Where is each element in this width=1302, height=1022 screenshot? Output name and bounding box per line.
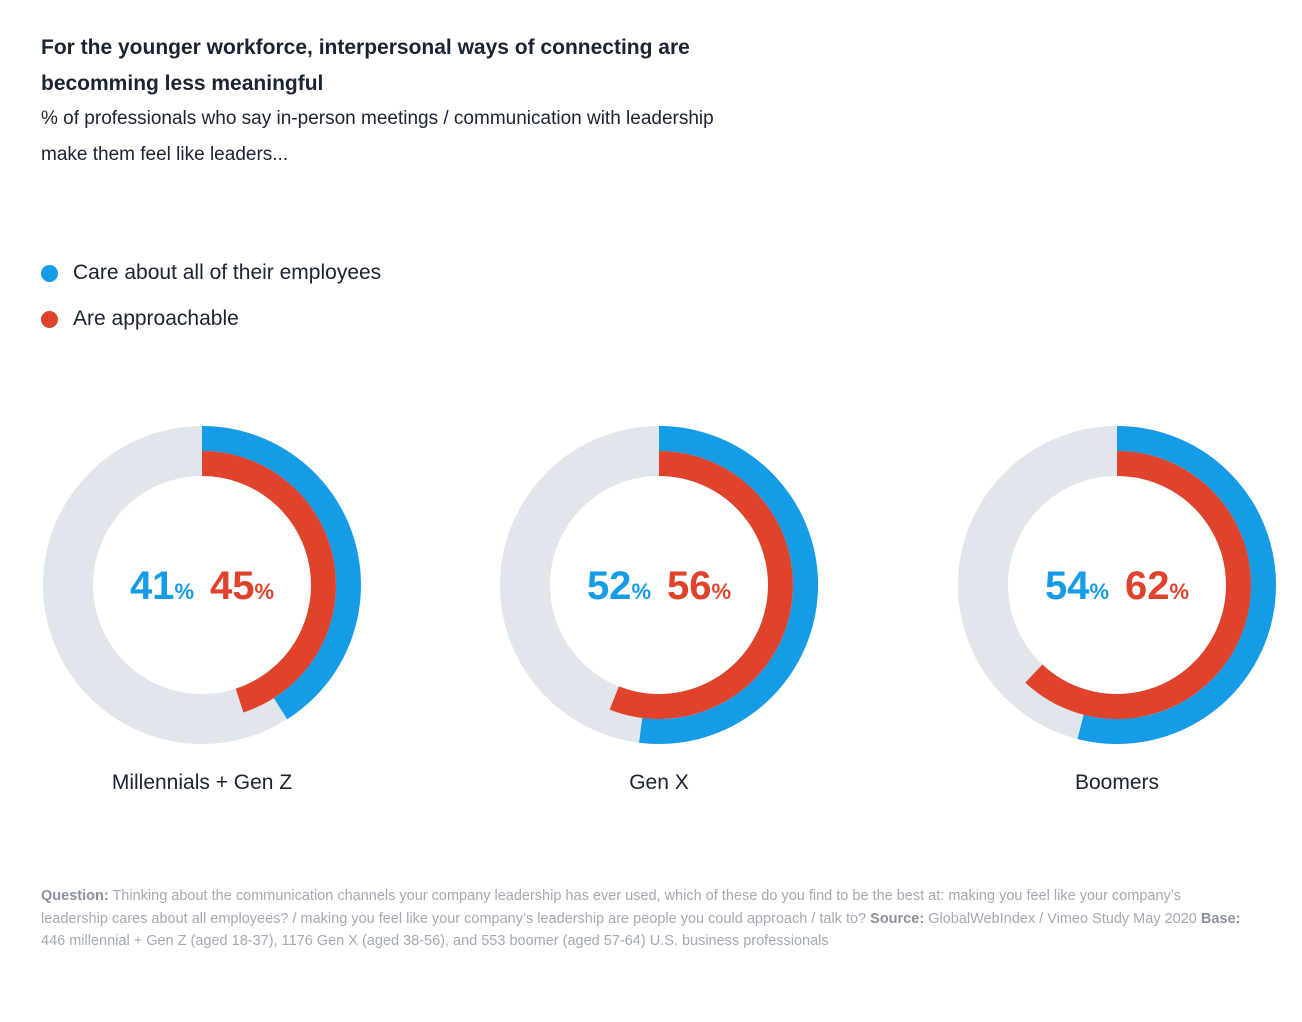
unit-care-millennials-gen-z: % xyxy=(174,579,194,604)
donut-arc-approachable-boomers xyxy=(1025,451,1251,719)
donut-arc-care-boomers xyxy=(1077,426,1276,744)
footnote-question-label: Question: xyxy=(41,888,109,904)
donut-charts: 41% 45% Millennials + Gen Z 52% 56% Gen X 54% 6… xyxy=(0,400,1302,820)
unit-approachable-millennials-gen-z: % xyxy=(255,579,275,604)
footnote-source-text: GlobalWebIndex / Vimeo Study May 2020 xyxy=(928,910,1197,927)
footnote-base-text: 446 millennial + Gen Z (aged 18-37), 117… xyxy=(41,933,829,949)
legend: Care about all of their employees Are ap… xyxy=(41,250,381,342)
unit-approachable-boomers: % xyxy=(1170,579,1190,604)
value-approachable-boomers: 62 xyxy=(1125,564,1170,608)
donut-gen-x: 52% 56%Gen X xyxy=(500,426,819,794)
value-care-boomers: 54 xyxy=(1045,564,1090,608)
donut-arc-approachable-gen-x xyxy=(609,451,793,719)
legend-dot-approachable xyxy=(41,310,58,328)
value-care-gen-x: 52 xyxy=(587,564,632,608)
category-label-millennials-gen-z: Millennials + Gen Z xyxy=(112,771,292,794)
donut-charts-svg: 41% 45%Millennials + Gen Z52% 56%Gen X54% 6… xyxy=(43,426,1276,794)
donut-values-boomers: 54% 62% xyxy=(1045,564,1189,608)
donut-values-gen-x: 52% 56% xyxy=(587,564,731,608)
legend-label-care: Care about all of their employees xyxy=(73,261,382,284)
footnote: Question: Thinking about the communicati… xyxy=(41,885,1241,953)
value-approachable-millennials-gen-z: 45 xyxy=(210,564,255,608)
donut-millennials-gen-z: 41% 45%Millennials + Gen Z xyxy=(43,426,361,794)
legend-item-approachable: Are approachable xyxy=(41,296,381,342)
category-label-boomers: Boomers xyxy=(1075,771,1159,794)
donut-arc-care-millennials-gen-z xyxy=(201,426,361,720)
legend-item-care: Care about all of their employees xyxy=(41,250,381,296)
footnote-source-label: Source: xyxy=(870,910,925,927)
chart-title: For the younger workforce, interpersonal… xyxy=(41,36,690,95)
value-care-millennials-gen-z: 41 xyxy=(130,564,175,608)
footnote-question-text: Thinking about the communication channel… xyxy=(41,888,1181,927)
donut-arc-approachable-millennials-gen-z xyxy=(201,451,336,713)
donut-boomers: 54% 62%Boomers xyxy=(958,426,1276,794)
value-approachable-gen-x: 56 xyxy=(667,564,712,608)
footnote-base-label: Base: xyxy=(1200,910,1241,927)
legend-label-approachable: Are approachable xyxy=(73,307,239,330)
category-label-gen-x: Gen X xyxy=(629,771,689,794)
legend-dot-care xyxy=(41,264,58,282)
unit-approachable-gen-x: % xyxy=(712,579,732,604)
chart-subtitle: % of professionals who say in-person mee… xyxy=(41,108,714,165)
unit-care-boomers: % xyxy=(1089,579,1109,604)
donut-arc-care-gen-x xyxy=(639,426,819,744)
donut-values-millennials-gen-z: 41% 45% xyxy=(130,564,274,608)
unit-care-gen-x: % xyxy=(631,579,651,604)
